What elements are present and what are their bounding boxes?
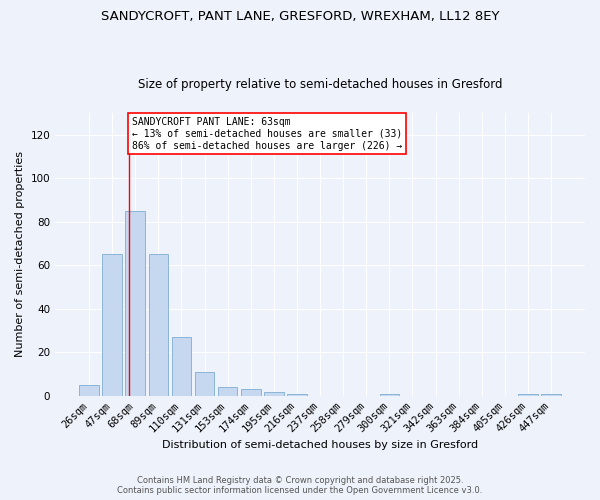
Bar (149, 254, 168, 396)
Bar (125, 211, 145, 396)
Bar (103, 254, 122, 396)
Bar (195, 372, 214, 396)
Bar (518, 394, 538, 396)
Text: Contains HM Land Registry data © Crown copyright and database right 2025.
Contai: Contains HM Land Registry data © Crown c… (118, 476, 482, 495)
Bar (241, 390, 260, 396)
Bar (172, 337, 191, 396)
X-axis label: Distribution of semi-detached houses by size in Gresford: Distribution of semi-detached houses by … (162, 440, 478, 450)
Bar (287, 394, 307, 396)
Text: SANDYCROFT PANT LANE: 63sqm
← 13% of semi-detached houses are smaller (33)
86% o: SANDYCROFT PANT LANE: 63sqm ← 13% of sem… (132, 118, 402, 150)
Bar (264, 392, 284, 396)
Bar (218, 388, 238, 396)
Text: SANDYCROFT, PANT LANE, GRESFORD, WREXHAM, LL12 8EY: SANDYCROFT, PANT LANE, GRESFORD, WREXHAM… (101, 10, 499, 23)
Y-axis label: Number of semi-detached properties: Number of semi-detached properties (15, 152, 25, 358)
Bar (541, 394, 561, 396)
Bar (79, 385, 99, 396)
Title: Size of property relative to semi-detached houses in Gresford: Size of property relative to semi-detach… (138, 78, 502, 91)
Bar (380, 394, 399, 396)
